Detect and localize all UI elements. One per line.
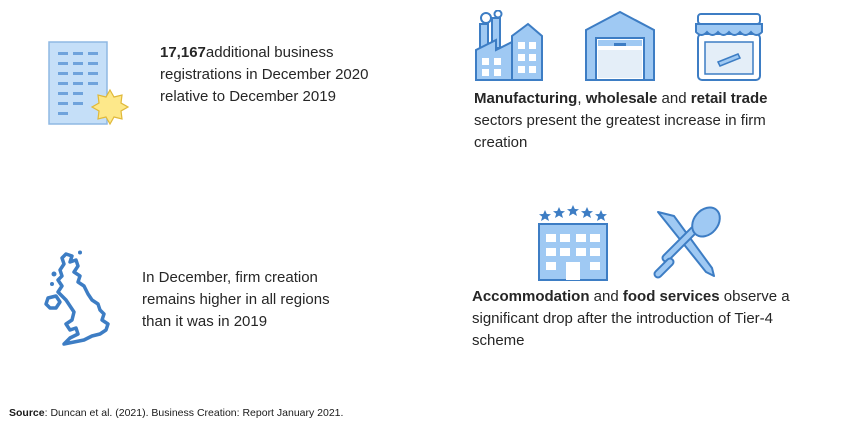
factory-icon — [475, 10, 543, 81]
new-badge-icon — [90, 88, 130, 126]
sector-food-services: food services — [622, 288, 720, 305]
separator: and — [589, 288, 623, 305]
uk-map-icon — [44, 250, 110, 346]
retail-shop-icon — [695, 13, 763, 81]
sectors-drop-text: Accommodation and food services observe … — [472, 286, 817, 352]
source-citation: : Duncan et al. (2021). Business Creatio… — [44, 407, 344, 419]
separator: and — [657, 90, 691, 107]
sectors-increase-description: sectors present the greatest increase in… — [474, 112, 766, 151]
sector-accommodation: Accommodation — [472, 288, 590, 305]
source-label: Source — [9, 407, 45, 419]
registrations-number: 17,167 — [160, 44, 206, 61]
regions-text: In December, firm creation remains highe… — [142, 267, 362, 333]
registrations-icon-group — [44, 38, 134, 133]
sector-wholesale: wholesale — [585, 90, 658, 107]
knife-spoon-icon — [653, 206, 721, 279]
sector-retail-trade: retail trade — [690, 90, 768, 107]
registrations-description: additional business registrations in Dec… — [160, 44, 369, 105]
regions-description: In December, firm creation remains highe… — [142, 269, 330, 330]
warehouse-icon — [585, 10, 655, 81]
sectors-drop-icon-group — [536, 204, 736, 284]
sectors-increase-text: Manufacturing, wholesale and retail trad… — [474, 88, 804, 154]
registrations-text: 17,167additional business registrations … — [160, 42, 370, 108]
office-building-icon — [48, 41, 130, 126]
separator: , — [577, 90, 586, 107]
regions-icon-group — [42, 250, 122, 348]
sectors-increase-icon-group — [474, 10, 774, 84]
source-note: Source: Duncan et al. (2021). Business C… — [9, 407, 343, 419]
sector-manufacturing: Manufacturing — [474, 90, 578, 107]
hotel-icon — [538, 205, 608, 281]
sectors-drop-description: observe a significant drop after the int… — [472, 288, 790, 349]
